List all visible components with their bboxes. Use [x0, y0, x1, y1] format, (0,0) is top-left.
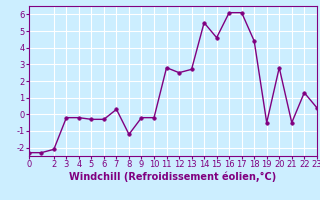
X-axis label: Windchill (Refroidissement éolien,°C): Windchill (Refroidissement éolien,°C) [69, 172, 276, 182]
